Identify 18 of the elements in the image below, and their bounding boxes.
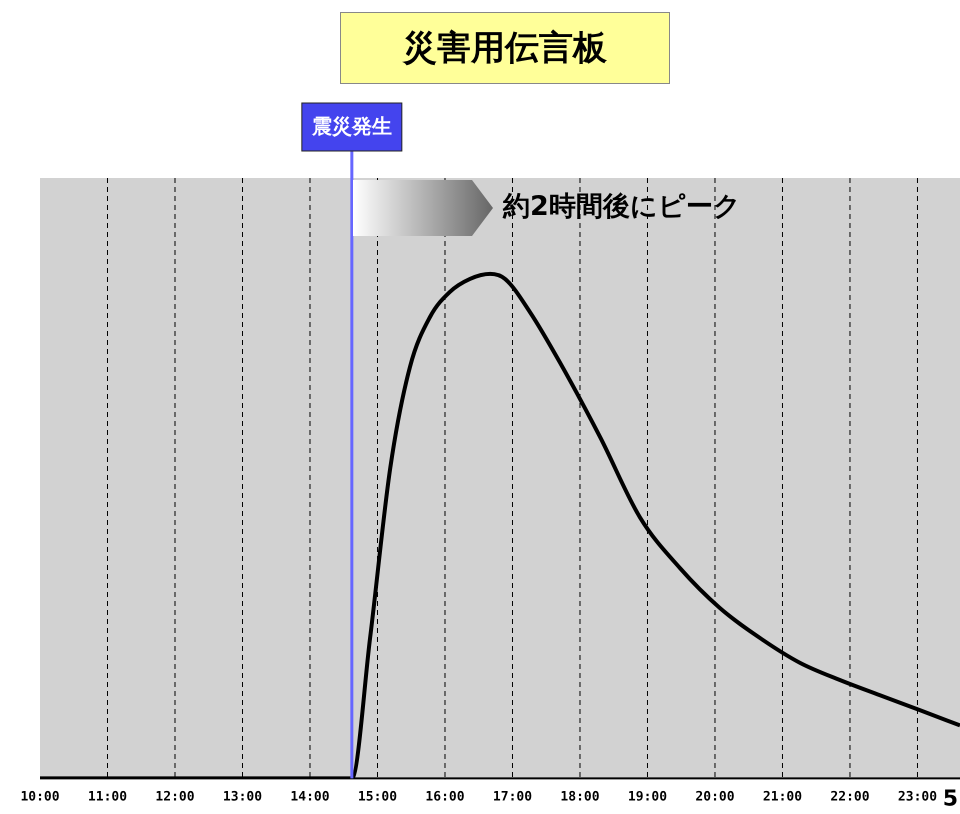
x-tick-label: 18:00 — [560, 790, 600, 805]
x-tick-label: 15:00 — [358, 790, 398, 805]
x-tick-label: 16:00 — [425, 790, 465, 805]
chart-title: 災害用伝言板 — [340, 12, 670, 84]
x-tick-label: 12:00 — [155, 790, 195, 805]
x-tick-label: 17:00 — [492, 790, 532, 805]
text: 約2時間後にピーク — [502, 191, 741, 222]
x-tick-label: 11:00 — [88, 790, 128, 805]
x-tick-label: 21:00 — [762, 790, 802, 805]
x-tick-label: 22:00 — [830, 790, 870, 805]
x-tick-label: 19:00 — [628, 790, 668, 805]
ref-line-label: 震災発生 — [310, 114, 392, 138]
x-tick-label: 10:00 — [20, 790, 60, 805]
x-tick-label: 20:00 — [695, 790, 735, 805]
x-tick-label: 14:00 — [290, 790, 330, 805]
x-tick-label: 23:00 — [898, 790, 938, 805]
text: 5 — [942, 786, 958, 812]
x-tick-label: 13:00 — [222, 790, 262, 805]
